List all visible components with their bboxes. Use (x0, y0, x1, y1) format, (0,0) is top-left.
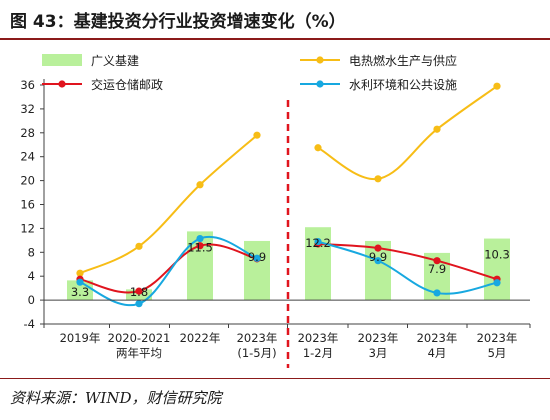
x-tick-label: 1-2月 (303, 346, 333, 360)
power-supply-line (79, 134, 258, 275)
x-tick-label: 2023年 (237, 331, 278, 345)
data-point (493, 279, 501, 287)
bar-data-label: 11.5 (187, 240, 213, 254)
data-point (253, 131, 261, 139)
y-tick-label: 20 (20, 174, 35, 188)
y-tick-label: 0 (28, 293, 35, 307)
y-tick-label: 28 (20, 126, 35, 140)
x-tick-label: 5月 (488, 346, 507, 360)
bar-data-label: 10.3 (484, 248, 510, 262)
y-tick-label: 24 (20, 150, 35, 164)
bar-data-label: 7.9 (428, 262, 446, 276)
labels-layer: 3.3 1.8 11.5 9.9 12.2 9.9 7.9 10.3 (71, 236, 510, 299)
y-tick-label: 16 (20, 198, 35, 212)
x-tick-label: 2023年 (477, 331, 518, 345)
y-tick-label: 36 (20, 78, 35, 92)
source-note: 资料来源：WIND，财信研究院 (10, 389, 222, 407)
bar-mark (244, 240, 270, 301)
data-point (433, 289, 441, 297)
bar-data-label: 9.9 (248, 250, 266, 264)
legend-swatch-dot (58, 80, 66, 88)
data-point (433, 125, 441, 133)
transport-line (79, 243, 258, 294)
legend-label: 交运仓储邮政 (91, 77, 163, 92)
data-point (196, 181, 204, 189)
x-tick-label: 2023年 (298, 331, 339, 345)
figure-title: 图 43：基建投资分行业投资增速变化（%） (10, 12, 346, 32)
x-tick-label: 3月 (369, 346, 388, 360)
data-point (76, 269, 84, 277)
y-tick-label: -4 (24, 317, 35, 331)
y-tick-label: 4 (28, 269, 35, 283)
data-point (253, 254, 261, 262)
source-bar: 资料来源：WIND，财信研究院 (0, 378, 550, 420)
x-tick-label: 2023年 (358, 331, 399, 345)
x-tick-label: 2020-2021 (108, 331, 171, 345)
x-tick-label: 2019年 (60, 331, 101, 345)
bar-data-label: 9.9 (369, 250, 387, 264)
bars-layer (67, 227, 510, 301)
data-point (135, 242, 143, 250)
y-tick-label: 8 (28, 245, 35, 259)
data-point (196, 242, 204, 250)
x-tick-label: 2022年 (180, 331, 221, 345)
x-tick-label: 2023年 (417, 331, 458, 345)
x-tick-label: 4月 (428, 346, 447, 360)
legend-swatch-dot (316, 80, 324, 88)
water-env-line (317, 240, 498, 295)
lines-layer (76, 82, 501, 308)
title-bar: 图 43：基建投资分行业投资增速变化（%） (0, 0, 550, 40)
legend-label: 电热燃水生产与供应 (349, 53, 457, 68)
x-tick-label: 两年平均 (116, 346, 162, 360)
x-tick-label: (1-5月) (237, 346, 276, 360)
transport-line (317, 242, 498, 281)
data-point (76, 278, 84, 286)
legend-swatch-dot (316, 56, 324, 64)
bar-data-label: 12.2 (305, 236, 331, 250)
data-point (314, 237, 322, 246)
data-point (433, 257, 441, 265)
y-tick-label: 12 (20, 221, 35, 235)
data-point (374, 175, 382, 183)
data-point (374, 244, 382, 252)
data-point (135, 300, 143, 308)
data-point (493, 82, 501, 90)
bar-mark (484, 238, 510, 301)
bar-data-label: 1.8 (130, 285, 148, 299)
legend-label: 水利环境和公共设施 (349, 77, 457, 92)
y-tick-label: 32 (20, 102, 35, 116)
legend-label: 广义基建 (91, 54, 139, 68)
data-point (135, 287, 143, 295)
water-env-line (79, 235, 258, 307)
legend-swatch-bar (42, 54, 82, 66)
power-supply-line (317, 85, 498, 180)
data-point (196, 234, 204, 243)
data-point (374, 257, 382, 265)
bar-data-label: 3.3 (71, 285, 89, 299)
data-point (314, 144, 322, 152)
